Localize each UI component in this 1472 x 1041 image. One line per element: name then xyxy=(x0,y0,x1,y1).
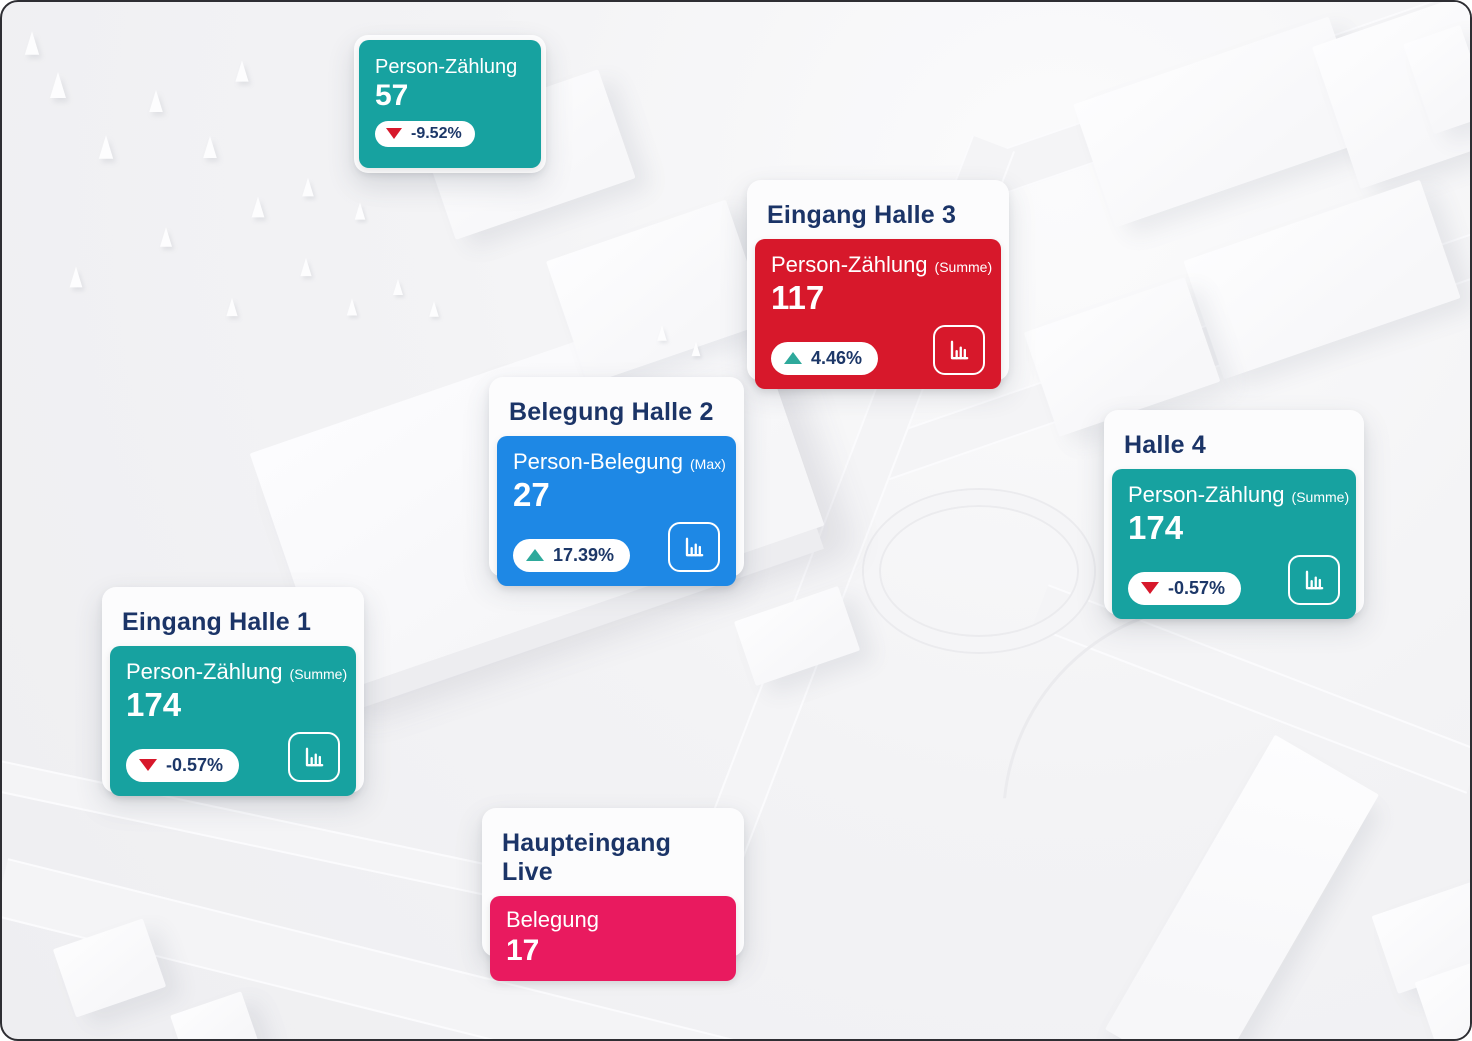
bar-chart-icon[interactable] xyxy=(288,731,340,782)
building-block xyxy=(1183,179,1461,380)
delta-badge: 17.39% xyxy=(513,538,631,572)
tree xyxy=(203,135,217,159)
building-block xyxy=(733,585,861,687)
metric-label: Person-Zählung xyxy=(1128,482,1285,507)
bar-chart-icon[interactable] xyxy=(668,521,720,572)
metric-value: 174 xyxy=(1128,509,1184,546)
tree xyxy=(24,31,40,55)
bar-chart-icon[interactable] xyxy=(933,324,985,375)
metric-value: 117 xyxy=(771,279,825,316)
delta-badge: -0.57% xyxy=(1128,571,1242,605)
metric-label: Belegung xyxy=(506,907,599,932)
delta-value: 17.39% xyxy=(553,544,615,565)
kpi-body: Belegung 17 xyxy=(490,896,736,981)
triangle-down-icon xyxy=(386,128,402,139)
kpi-card-belegung-halle-2[interactable]: Belegung Halle 2 Person-Belegung (Max) 2… xyxy=(489,377,744,586)
metric-label: Person-Zählung xyxy=(126,659,283,684)
delta-badge: -0.57% xyxy=(126,748,240,782)
kpi-card-halle-4[interactable]: Halle 4 Person-Zählung (Summe) 174 -0.57… xyxy=(1104,410,1364,619)
delta-badge: 4.46% xyxy=(771,341,879,375)
triangle-down-icon xyxy=(1141,582,1159,595)
tree xyxy=(98,135,114,159)
tree xyxy=(354,202,366,220)
metric-qualifier: (Max) xyxy=(690,456,726,472)
delta-value: 4.46% xyxy=(811,347,863,368)
card-title: Halle 4 xyxy=(1124,431,1207,459)
tree xyxy=(251,196,265,218)
kpi-body: Person-Zählung 57 -9.52% xyxy=(359,40,541,168)
tree xyxy=(149,89,163,113)
tree xyxy=(69,266,83,288)
delta-badge: -9.52% xyxy=(375,120,475,147)
triangle-up-icon xyxy=(784,352,802,365)
tree xyxy=(657,325,667,341)
kpi-card-eingang-halle-3[interactable]: Eingang Halle 3 Person-Zählung (Summe) 1… xyxy=(747,180,1009,389)
tree xyxy=(300,257,312,277)
kpi-card-person-zaehlung[interactable]: Person-Zählung 57 -9.52% xyxy=(354,35,546,173)
metric-qualifier: (Summe) xyxy=(1291,489,1350,505)
metric-value: 27 xyxy=(513,476,550,513)
tree xyxy=(235,60,249,82)
delta-value: -0.57% xyxy=(1168,577,1226,598)
metric-label: Person-Zählung xyxy=(375,56,518,78)
metric-value: 57 xyxy=(375,79,409,112)
triangle-down-icon xyxy=(139,759,157,772)
tree xyxy=(226,297,238,317)
kpi-body: Person-Belegung (Max) 27 17.39% xyxy=(497,436,736,586)
delta-value: -9.52% xyxy=(411,124,462,142)
tree xyxy=(50,72,66,98)
delta-value: -0.57% xyxy=(166,754,224,775)
card-title: Belegung Halle 2 xyxy=(509,398,714,426)
metric-value: 17 xyxy=(506,934,540,967)
metric-label: Person-Zählung xyxy=(771,252,928,277)
card-title: Eingang Halle 3 xyxy=(767,201,957,229)
bar-chart-icon[interactable] xyxy=(1288,554,1340,605)
tree xyxy=(160,227,172,247)
metric-value: 174 xyxy=(126,686,182,723)
metric-qualifier: (Summe) xyxy=(934,259,993,275)
tree xyxy=(393,278,403,296)
kpi-body: Person-Zählung (Summe) 174 -0.57% xyxy=(1112,469,1356,619)
kpi-body: Person-Zählung (Summe) 117 4.46% xyxy=(755,239,1001,389)
roundabout xyxy=(864,490,1094,652)
tree xyxy=(691,341,701,357)
kpi-card-haupteingang-live[interactable]: Haupteingang Live Belegung 17 xyxy=(482,808,744,981)
tree xyxy=(302,177,314,197)
kpi-card-eingang-halle-1[interactable]: Eingang Halle 1 Person-Zählung (Summe) 1… xyxy=(102,587,364,796)
triangle-up-icon xyxy=(526,549,544,562)
building-block xyxy=(170,991,259,1039)
kpi-body: Person-Zählung (Summe) 174 -0.57% xyxy=(110,646,356,796)
metric-label: Person-Belegung xyxy=(513,449,684,474)
tree xyxy=(429,301,439,317)
metric-qualifier: (Summe) xyxy=(289,666,348,682)
card-title: Eingang Halle 1 xyxy=(122,608,312,636)
card-title: Haupteingang Live xyxy=(502,829,672,886)
tree xyxy=(346,298,358,316)
